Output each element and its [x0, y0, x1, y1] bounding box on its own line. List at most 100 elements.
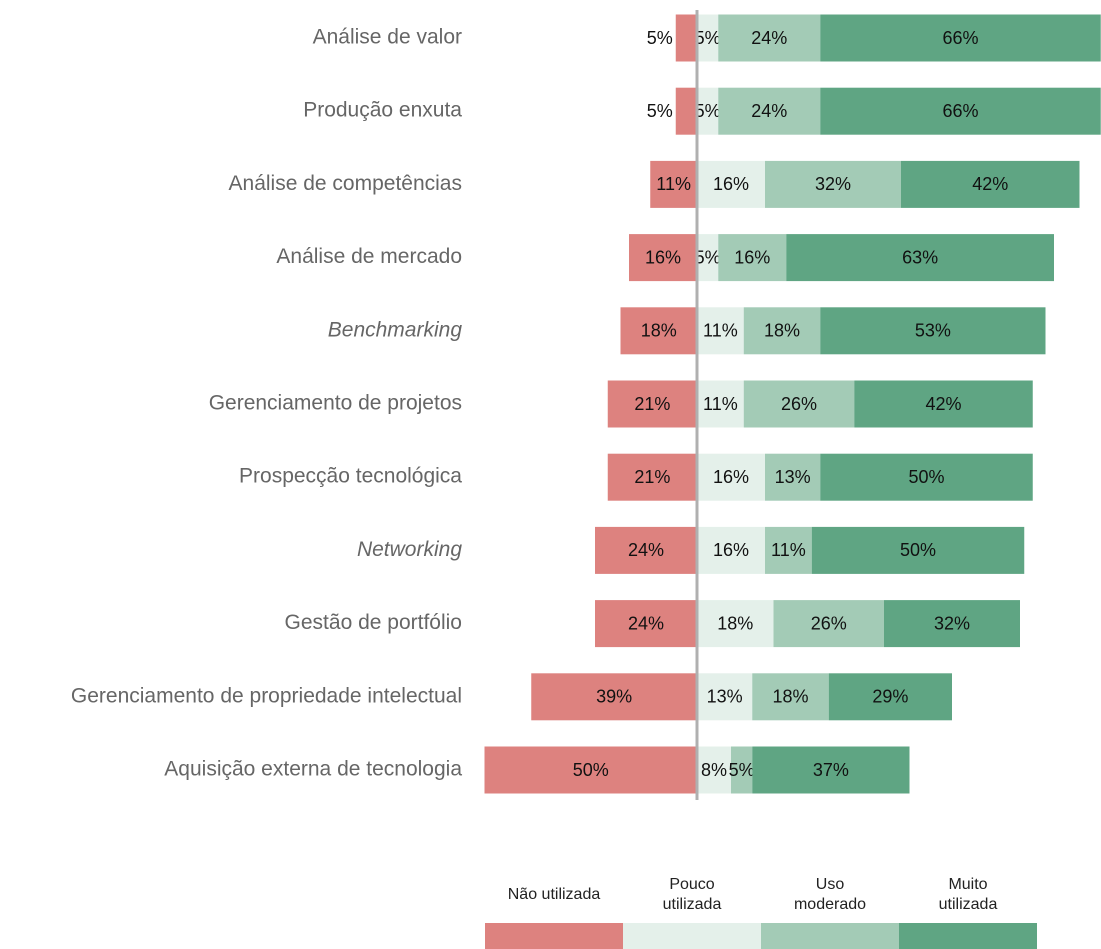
value-label: 63%: [902, 247, 938, 267]
value-label: 5%: [695, 28, 721, 48]
category-label: Networking: [357, 538, 462, 561]
value-label: 16%: [713, 174, 749, 194]
value-label: 24%: [628, 540, 664, 560]
value-label: 50%: [900, 540, 936, 560]
bar-segment: [752, 673, 829, 721]
bar-segment: [650, 160, 697, 208]
bar-segment: [697, 746, 731, 794]
bar-segment: [697, 160, 765, 208]
category-label: Produção enxuta: [303, 99, 462, 122]
bar-segment: [595, 600, 697, 648]
bar-segment: [675, 87, 697, 135]
category-label: Gestão de portfólio: [285, 611, 462, 634]
bar-segment: [765, 160, 901, 208]
legend-label: Muito utilizada: [938, 876, 998, 913]
legend-item: Muito utilizada: [899, 872, 1037, 918]
value-label: 66%: [942, 101, 978, 121]
category-label: Gerenciamento de projetos: [209, 392, 462, 415]
bar-segment: [820, 14, 1101, 62]
value-label: 39%: [596, 687, 632, 707]
value-label: 21%: [634, 394, 670, 414]
value-label: 11%: [656, 174, 691, 194]
bar-segment: [697, 673, 753, 721]
bar-segment: [884, 600, 1020, 648]
value-label: 5%: [729, 760, 755, 780]
value-label: 32%: [934, 613, 970, 633]
value-label: 18%: [772, 687, 808, 707]
value-label: 24%: [751, 28, 787, 48]
value-label: 66%: [942, 28, 978, 48]
bar-segment: [786, 234, 1054, 282]
category-label: Aquisição externa de tecnologia: [164, 758, 462, 781]
value-label: 16%: [734, 247, 770, 267]
value-label: 16%: [645, 247, 681, 267]
value-label: 32%: [815, 174, 851, 194]
legend-label: Não utilizada: [507, 886, 601, 903]
value-label: 18%: [717, 613, 753, 633]
bar-segment: [629, 234, 697, 282]
value-label: 42%: [972, 174, 1008, 194]
category-label: Gerenciamento de propriedade intelectual: [71, 684, 462, 707]
bar-segment: [697, 87, 719, 135]
category-label: Análise de mercado: [276, 245, 462, 268]
bar-segment: [620, 307, 697, 355]
value-label: 21%: [634, 467, 670, 487]
bar-segment: [828, 673, 952, 721]
legend-swatch: [761, 923, 899, 949]
value-label: 8%: [701, 760, 727, 780]
value-label: 42%: [925, 394, 961, 414]
value-label: 16%: [713, 467, 749, 487]
bar-segment: [743, 380, 855, 428]
bar-segment: [697, 307, 744, 355]
bar-segment: [731, 746, 753, 794]
value-label: 26%: [811, 613, 847, 633]
value-label: 50%: [573, 760, 609, 780]
value-label: 26%: [781, 394, 817, 414]
value-label: 18%: [764, 321, 800, 341]
value-label: 50%: [908, 467, 944, 487]
bar-segment: [743, 307, 821, 355]
bar-segment: [773, 600, 884, 648]
bar-segment: [697, 600, 774, 648]
legend-swatch: [485, 923, 623, 949]
bar-segment: [820, 453, 1033, 501]
bar-segment: [811, 526, 1025, 574]
value-label: 37%: [813, 760, 849, 780]
legend-swatch: [623, 923, 761, 949]
bar-segment: [697, 14, 719, 62]
legend-label: Pouco utilizada: [662, 876, 722, 913]
bar-segment: [820, 87, 1101, 135]
legend-item: Não utilizada: [485, 872, 623, 918]
category-label: Benchmarking: [328, 318, 463, 341]
bar-segment: [607, 453, 697, 501]
bar-segment: [718, 234, 787, 282]
bar-segment: [531, 673, 697, 721]
bar-segment: [484, 746, 697, 794]
bar-segment: [697, 526, 765, 574]
category-label: Prospecção tecnológica: [239, 465, 462, 488]
bar-segment: [765, 453, 821, 501]
bar-segment: [718, 87, 821, 135]
legend-item: Uso moderado: [761, 872, 899, 918]
bar-segment: [697, 380, 744, 428]
legend-swatch: [899, 923, 1037, 949]
value-label: 29%: [872, 687, 908, 707]
bar-segment: [675, 14, 697, 62]
value-label: 5%: [647, 101, 673, 121]
value-label: 5%: [695, 247, 721, 267]
value-label: 13%: [775, 467, 811, 487]
value-label: 13%: [707, 687, 743, 707]
bar-segment: [752, 746, 910, 794]
legend-label: Uso moderado: [793, 876, 867, 913]
bar-segment: [607, 380, 697, 428]
bar-segment: [854, 380, 1033, 428]
value-label: 16%: [713, 540, 749, 560]
value-label: 24%: [628, 613, 664, 633]
value-label: 5%: [647, 28, 673, 48]
bar-segment: [697, 234, 719, 282]
bar-segment: [595, 526, 697, 574]
value-label: 18%: [641, 321, 677, 341]
bar-segment: [820, 307, 1046, 355]
